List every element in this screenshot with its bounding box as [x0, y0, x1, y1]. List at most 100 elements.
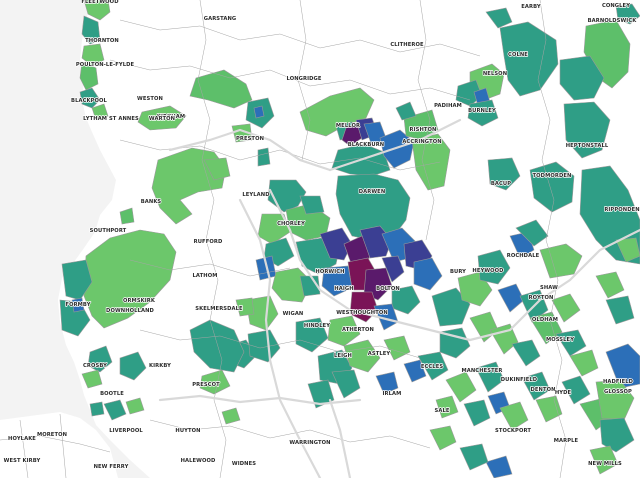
place-label: LIVERPOOL: [109, 428, 143, 434]
ward-area[interactable]: [431, 287, 471, 327]
ward-area[interactable]: [327, 315, 361, 347]
ward-area[interactable]: [455, 79, 483, 107]
ward-area[interactable]: [379, 129, 415, 169]
ward-area[interactable]: [487, 157, 521, 191]
ward-area[interactable]: [467, 99, 499, 127]
ward-area[interactable]: [569, 349, 599, 377]
ward-area[interactable]: [189, 69, 253, 109]
ward-area[interactable]: [615, 237, 640, 263]
ward-area[interactable]: [245, 295, 279, 331]
ward-area[interactable]: [89, 401, 105, 417]
ward-area[interactable]: [381, 255, 405, 283]
ward-area[interactable]: [103, 399, 127, 421]
place-label: SOUTHPORT: [90, 228, 127, 234]
ward-area[interactable]: [411, 133, 451, 191]
ward-area[interactable]: [475, 361, 505, 393]
ward-area[interactable]: [529, 161, 575, 213]
place-label: ROYTON: [529, 295, 554, 301]
place-label: BOOTLE: [100, 391, 124, 397]
ward-area[interactable]: [257, 147, 271, 167]
ward-area[interactable]: [79, 61, 99, 91]
ward-area[interactable]: [499, 21, 559, 97]
place-label: BLACKBURN: [348, 142, 385, 148]
place-label: WARTON: [149, 116, 175, 122]
label-layer: FLEETWOOD GARSTANG CONGLEY EARBY BARNOLDSWIC…: [3, 0, 640, 471]
ward-area[interactable]: [521, 371, 551, 401]
ward-area[interactable]: [589, 445, 619, 475]
ward-area[interactable]: [61, 259, 93, 301]
ward-area[interactable]: [403, 359, 427, 383]
ward-area[interactable]: [555, 329, 587, 357]
place-label: MORETON: [37, 432, 67, 438]
ward-area[interactable]: [71, 297, 85, 313]
ward-area[interactable]: [299, 195, 325, 215]
ward-area[interactable]: [81, 15, 101, 45]
ward-area[interactable]: [221, 407, 241, 425]
ward-area[interactable]: [615, 3, 640, 25]
place-label: WEST KIRBY: [4, 458, 41, 464]
ward-area[interactable]: [257, 213, 291, 245]
ward-area[interactable]: [535, 395, 563, 423]
ward-area[interactable]: [489, 323, 519, 355]
ward-area[interactable]: [331, 369, 361, 399]
ward-area[interactable]: [599, 417, 635, 453]
ward-area[interactable]: [561, 375, 591, 405]
ward-area[interactable]: [559, 55, 605, 101]
ward-area[interactable]: [235, 297, 255, 317]
ward-area[interactable]: [79, 87, 101, 109]
ward-area[interactable]: [499, 401, 529, 431]
ward-area[interactable]: [413, 257, 443, 291]
ward-area[interactable]: [529, 311, 563, 345]
ward-area[interactable]: [119, 351, 147, 381]
ward-area[interactable]: [87, 345, 113, 373]
ward-area[interactable]: [605, 295, 635, 325]
ward-area[interactable]: [435, 395, 459, 419]
ward-boundary: [59, 413, 67, 478]
place-label: MELLOR: [336, 123, 360, 129]
ward-area[interactable]: [137, 105, 187, 131]
ward-area[interactable]: [417, 351, 449, 381]
ward-area[interactable]: [511, 339, 541, 367]
ward-area[interactable]: [341, 123, 363, 147]
ward-area[interactable]: [485, 7, 513, 29]
ward-area[interactable]: [189, 319, 245, 373]
ward-area[interactable]: [477, 249, 511, 285]
ward-area[interactable]: [253, 105, 265, 119]
ward-area[interactable]: [445, 371, 477, 403]
ward-area[interactable]: [563, 101, 611, 159]
ward-area[interactable]: [307, 379, 335, 409]
ward-area[interactable]: [119, 207, 135, 225]
ward-area[interactable]: [81, 369, 103, 389]
ward-area[interactable]: [459, 443, 489, 471]
ward-area[interactable]: [91, 103, 109, 121]
ward-area[interactable]: [463, 399, 491, 427]
ward-area[interactable]: [203, 157, 231, 181]
ward-area[interactable]: [383, 335, 411, 361]
ward-area[interactable]: [375, 371, 399, 395]
ward-area[interactable]: [83, 229, 177, 329]
ward-area[interactable]: [395, 101, 417, 121]
ward-area[interactable]: [83, 0, 111, 21]
ward-area[interactable]: [199, 369, 231, 395]
ward-boundary: [197, 0, 227, 478]
ward-area[interactable]: [595, 271, 625, 299]
ward-area[interactable]: [299, 87, 375, 137]
place-label: BARNOLDSWICK: [588, 18, 638, 24]
ward-area[interactable]: [485, 455, 513, 478]
ward-area[interactable]: [595, 379, 635, 421]
ward-boundary: [0, 435, 111, 453]
ward-area[interactable]: [321, 265, 353, 297]
ward-area[interactable]: [125, 397, 145, 415]
ward-area[interactable]: [295, 317, 329, 353]
ward-area[interactable]: [515, 219, 549, 247]
ward-area[interactable]: [81, 43, 105, 67]
ward-area[interactable]: [231, 123, 253, 143]
ward-area[interactable]: [343, 339, 381, 373]
ward-area[interactable]: [429, 425, 457, 451]
ward-area[interactable]: [551, 293, 581, 323]
place-label: HUYTON: [175, 428, 200, 434]
place-label: MARPLE: [554, 438, 579, 444]
ward-area[interactable]: [539, 243, 583, 279]
